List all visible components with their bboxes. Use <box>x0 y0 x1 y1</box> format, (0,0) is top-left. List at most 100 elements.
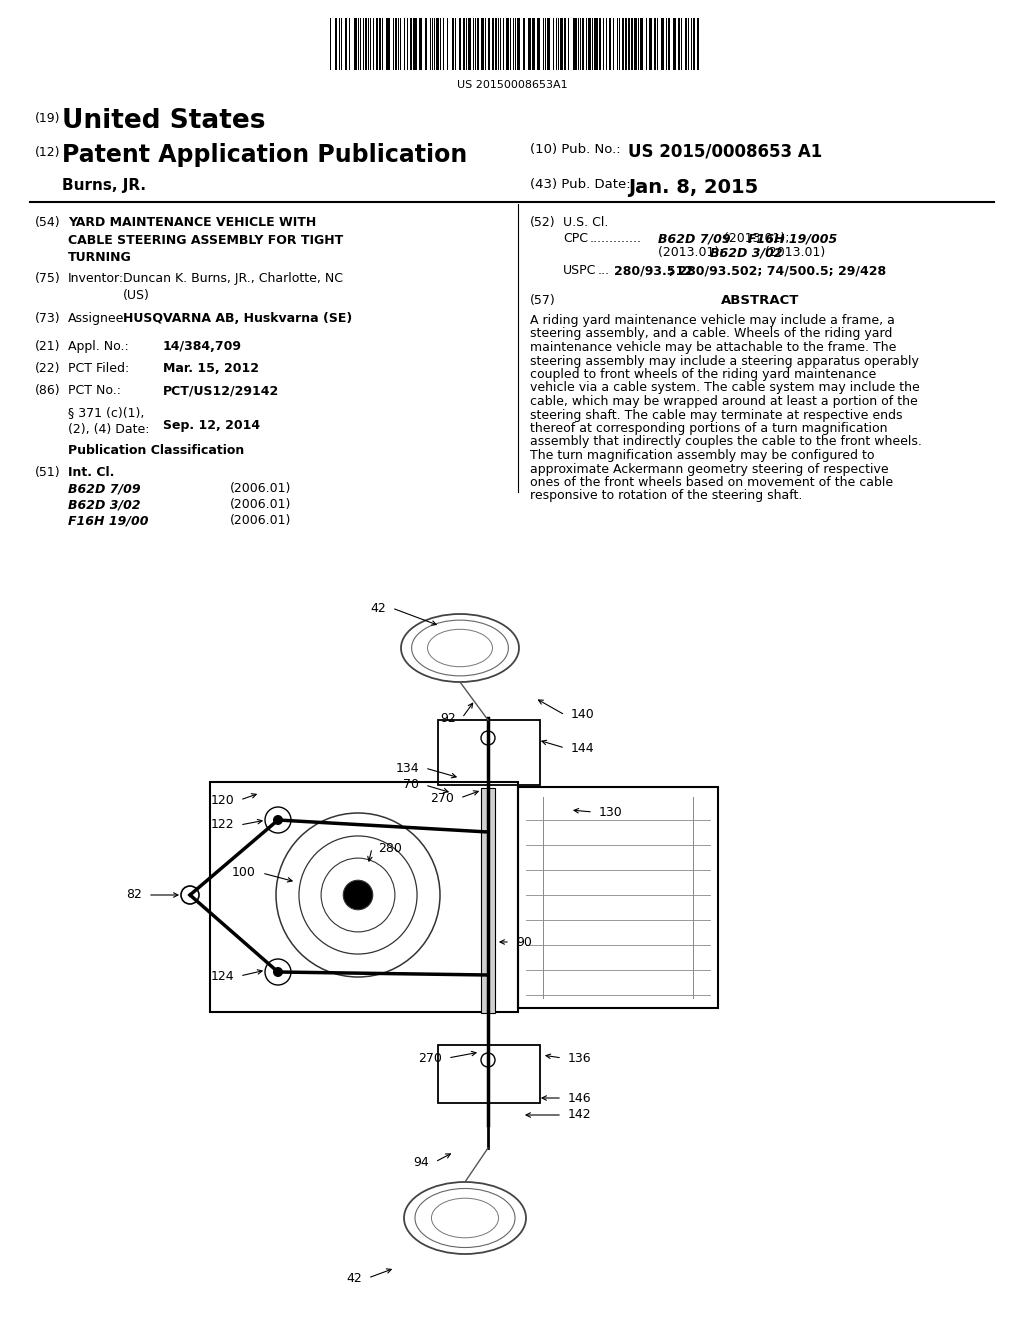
Bar <box>345 18 347 70</box>
Bar <box>425 18 427 70</box>
Bar <box>488 18 490 70</box>
Text: US 2015/0008653 A1: US 2015/0008653 A1 <box>628 143 822 161</box>
Bar <box>492 18 494 70</box>
Text: Sep. 12, 2014: Sep. 12, 2014 <box>163 418 260 432</box>
Bar <box>564 18 566 70</box>
Bar <box>438 719 540 785</box>
Text: (12): (12) <box>35 147 60 158</box>
Bar <box>625 18 627 70</box>
Circle shape <box>343 880 373 909</box>
Text: (54): (54) <box>35 216 60 228</box>
Text: Burns, JR.: Burns, JR. <box>62 178 146 193</box>
Bar <box>459 18 461 70</box>
Bar <box>599 18 601 70</box>
Bar <box>588 18 591 70</box>
Text: thereof at corresponding portions of a turn magnification: thereof at corresponding portions of a t… <box>530 422 888 436</box>
Text: 142: 142 <box>568 1109 592 1122</box>
Text: B62D 7/09: B62D 7/09 <box>68 482 140 495</box>
Bar <box>468 18 471 70</box>
Text: 134: 134 <box>395 762 419 775</box>
Text: (86): (86) <box>35 384 60 397</box>
Text: 94: 94 <box>414 1155 429 1168</box>
Text: .............: ............. <box>590 232 642 246</box>
Text: 130: 130 <box>599 805 623 818</box>
Bar <box>419 18 422 70</box>
Text: CPC: CPC <box>563 232 588 246</box>
Text: steering assembly, and a cable. Wheels of the riding yard: steering assembly, and a cable. Wheels o… <box>530 327 892 341</box>
Text: 122: 122 <box>210 818 234 832</box>
Text: (22): (22) <box>35 362 60 375</box>
Text: United States: United States <box>62 108 265 135</box>
Bar <box>506 18 509 70</box>
Bar <box>452 18 454 70</box>
Text: (2013.01);: (2013.01); <box>658 246 727 259</box>
Bar <box>436 18 439 70</box>
Text: Publication Classification: Publication Classification <box>68 444 245 457</box>
Text: The turn magnification assembly may be configured to: The turn magnification assembly may be c… <box>530 449 874 462</box>
Text: B62D 7/09: B62D 7/09 <box>658 232 731 246</box>
Text: vehicle via a cable system. The cable system may include the: vehicle via a cable system. The cable sy… <box>530 381 920 395</box>
Bar <box>537 18 540 70</box>
Bar <box>481 788 495 1012</box>
Text: 270: 270 <box>418 1052 442 1064</box>
Text: coupled to front wheels of the riding yard maintenance: coupled to front wheels of the riding ya… <box>530 368 877 381</box>
Bar <box>634 18 637 70</box>
Bar <box>518 787 718 1008</box>
Text: F16H 19/005: F16H 19/005 <box>748 232 838 246</box>
Text: 14/384,709: 14/384,709 <box>163 341 242 352</box>
Text: B62D 3/02: B62D 3/02 <box>68 498 140 511</box>
Text: YARD MAINTENANCE VEHICLE WITH
CABLE STEERING ASSEMBLY FOR TIGHT
TURNING: YARD MAINTENANCE VEHICLE WITH CABLE STEE… <box>68 216 343 264</box>
Text: Int. Cl.: Int. Cl. <box>68 466 115 479</box>
Bar <box>523 18 525 70</box>
Text: U.S. Cl.: U.S. Cl. <box>563 216 608 228</box>
Bar <box>413 18 417 70</box>
Text: PCT Filed:: PCT Filed: <box>68 362 129 375</box>
Text: (57): (57) <box>530 294 556 308</box>
Text: 82: 82 <box>126 888 142 902</box>
Text: responsive to rotation of the steering shaft.: responsive to rotation of the steering s… <box>530 490 803 503</box>
Text: Appl. No.:: Appl. No.: <box>68 341 129 352</box>
Bar <box>495 18 497 70</box>
Bar <box>395 18 397 70</box>
Bar <box>628 18 630 70</box>
Bar <box>594 18 598 70</box>
Text: (43) Pub. Date:: (43) Pub. Date: <box>530 178 631 191</box>
Bar <box>640 18 643 70</box>
Bar <box>532 18 535 70</box>
Text: assembly that indirectly couples the cable to the front wheels.: assembly that indirectly couples the cab… <box>530 436 922 449</box>
Bar <box>685 18 687 70</box>
Text: (21): (21) <box>35 341 60 352</box>
Bar <box>386 18 390 70</box>
Text: 140: 140 <box>571 709 595 722</box>
Circle shape <box>273 968 283 977</box>
Bar <box>365 18 367 70</box>
Text: 92: 92 <box>440 711 456 725</box>
Text: Inventor:: Inventor: <box>68 272 124 285</box>
Text: 124: 124 <box>210 969 234 982</box>
Text: 42: 42 <box>346 1271 362 1284</box>
Bar <box>662 18 664 70</box>
Bar <box>438 1045 540 1104</box>
Bar <box>678 18 680 70</box>
Bar <box>547 18 550 70</box>
Text: HUSQVARNA AB, Huskvarna (SE): HUSQVARNA AB, Huskvarna (SE) <box>123 312 352 325</box>
Text: (2006.01): (2006.01) <box>230 482 292 495</box>
Text: 146: 146 <box>568 1092 592 1105</box>
Bar <box>376 18 378 70</box>
Text: F16H 19/00: F16H 19/00 <box>68 513 148 527</box>
Bar <box>463 18 465 70</box>
Text: PCT/US12/29142: PCT/US12/29142 <box>163 384 280 397</box>
Text: 120: 120 <box>210 793 234 807</box>
Text: (75): (75) <box>35 272 60 285</box>
Bar <box>622 18 624 70</box>
Text: approximate Ackermann geometry steering of respective: approximate Ackermann geometry steering … <box>530 462 889 475</box>
Text: (2013.01);: (2013.01); <box>720 232 794 246</box>
Bar <box>582 18 584 70</box>
Bar <box>477 18 479 70</box>
Text: 70: 70 <box>403 779 419 792</box>
Text: ones of the front wheels based on movement of the cable: ones of the front wheels based on moveme… <box>530 477 893 488</box>
Bar <box>528 18 531 70</box>
Text: 42: 42 <box>371 602 386 615</box>
Bar <box>560 18 563 70</box>
Bar <box>481 18 484 70</box>
